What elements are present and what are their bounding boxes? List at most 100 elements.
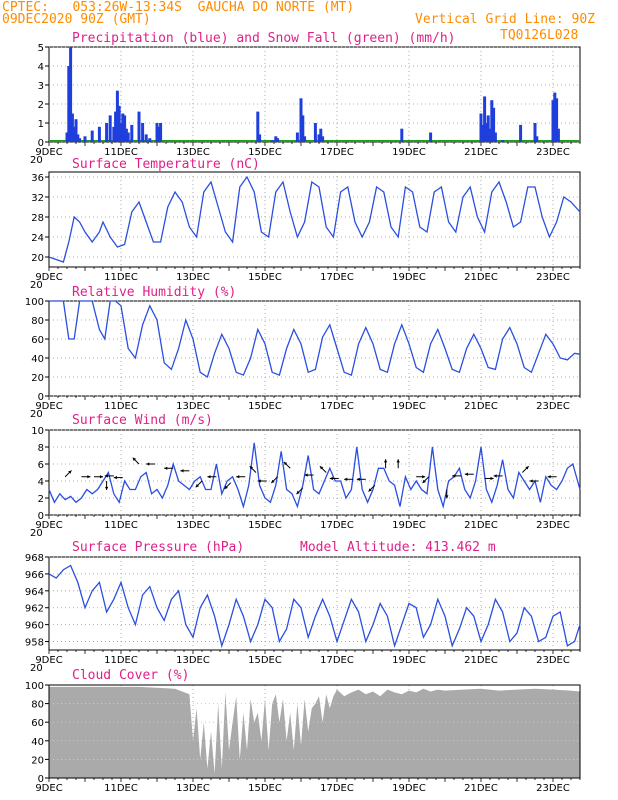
precipitation-xtick-label: 19DEC — [392, 147, 426, 158]
wind-title: Surface Wind (m/s) — [72, 413, 213, 428]
precip-bar — [141, 123, 145, 142]
humidity-ytick-label: 80 — [31, 316, 44, 327]
humidity-xtick-label: 15DEC — [248, 401, 282, 412]
temperature-xtick-label: 21DEC — [464, 272, 498, 283]
precip-bar — [114, 111, 118, 142]
humidity-xtick-label: 23DEC — [536, 401, 570, 412]
precip-bar — [90, 130, 94, 142]
humidity-series-line — [49, 300, 581, 379]
precip-bar — [123, 115, 127, 142]
cloud-cover-xtick-label: 23DEC — [536, 783, 570, 794]
precip-bar — [144, 134, 148, 142]
wind-arrow-head — [464, 472, 468, 476]
wind-ytick-label: 6 — [38, 460, 44, 471]
precip-bar — [148, 138, 152, 142]
precip-bar — [72, 126, 76, 142]
precip-bar — [117, 105, 121, 142]
cloud-cover-frame-overlay — [48, 684, 581, 779]
precip-bar — [490, 100, 494, 142]
precip-bar — [303, 136, 307, 142]
humidity-xtick-label: 19DEC — [392, 401, 426, 412]
wind-arrow-head — [104, 474, 108, 478]
precip-bar — [319, 128, 323, 142]
humidity-year-fragment: 20 — [30, 409, 43, 420]
wind-arrow-head — [422, 479, 426, 484]
wind-arrow-head — [146, 462, 150, 466]
pressure-year-fragment: 20 — [30, 663, 43, 674]
wind-arrow-head — [271, 479, 275, 484]
temperature-ytick-label: 28 — [31, 213, 44, 224]
header-date: 09DEC2020 90Z (GMT) — [2, 12, 151, 27]
wind-arrow-head — [525, 466, 529, 470]
precip-bar — [299, 98, 303, 142]
precipitation-xtick-label: 23DEC — [536, 147, 570, 158]
pressure-xtick-label: 19DEC — [392, 655, 426, 666]
humidity-ytick-label: 60 — [31, 335, 44, 346]
wind-xtick-label: 13DEC — [176, 520, 210, 531]
precipitation-xtick-label: 13DEC — [176, 147, 210, 158]
cloud-cover-xtick-label: 21DEC — [464, 783, 498, 794]
wind-arrow-head — [329, 476, 333, 481]
wind-arrow-head — [207, 475, 211, 479]
precip-bar — [519, 124, 523, 142]
wind-ytick-label: 4 — [38, 477, 44, 488]
precip-bar — [313, 123, 317, 142]
precip-bar — [119, 123, 123, 142]
precipitation-ytick-label: 0 — [38, 138, 44, 149]
precip-bar — [124, 128, 128, 142]
precipitation-year-fragment: 20 — [30, 155, 43, 166]
precip-bar — [137, 111, 141, 142]
precipitation-xtick-label: 21DEC — [464, 147, 498, 158]
wind-arrow-head — [383, 459, 388, 463]
wind-arrow-head — [319, 466, 324, 470]
wind-ytick-label: 2 — [38, 494, 44, 505]
precip-bar — [69, 47, 73, 142]
wind-xtick-label: 11DEC — [104, 520, 138, 531]
cloud-cover-xtick-label: 13DEC — [176, 783, 210, 794]
wind-arrow-head — [356, 477, 360, 481]
header-model-code: TQ0126L028 — [500, 28, 579, 43]
wind-ytick-label: 10 — [31, 426, 44, 437]
wind-arrow-head — [104, 486, 109, 490]
wind-arrow-head — [493, 474, 497, 478]
precip-bar — [486, 115, 490, 142]
precip-bar — [78, 138, 82, 142]
wind-arrow-head — [113, 475, 117, 480]
cloud-cover-xtick-label: 9DEC — [35, 783, 62, 794]
temperature-series-line — [48, 175, 581, 263]
temperature-ytick-label: 20 — [31, 253, 44, 264]
precip-bar — [429, 132, 433, 142]
precip-bar — [551, 100, 555, 142]
wind-arrow-head — [344, 477, 348, 481]
precip-bar — [553, 92, 557, 142]
precip-bar — [276, 138, 280, 142]
pressure-xtick-label: 17DEC — [320, 655, 354, 666]
wind-arrow-head — [249, 466, 254, 470]
header-grid-note: Vertical Grid Line: 90Z — [415, 12, 596, 27]
humidity-xtick-label: 17DEC — [320, 401, 354, 412]
pressure-xtick-label: 9DEC — [35, 655, 62, 666]
pressure-ytick-label: 962 — [25, 604, 44, 615]
humidity-xtick-label: 21DEC — [464, 401, 498, 412]
cloud-cover-xtick-label: 19DEC — [392, 783, 426, 794]
cloud-cover-xtick-label: 17DEC — [320, 783, 354, 794]
temperature-xtick-label: 9DEC — [35, 272, 62, 283]
temperature-xtick-label: 23DEC — [536, 272, 570, 283]
precip-bar — [321, 136, 325, 142]
precip-bar — [97, 126, 101, 142]
wind-arrow-head — [283, 461, 288, 466]
wind-series-line — [48, 442, 581, 510]
wind-xtick-label: 19DEC — [392, 520, 426, 531]
cloud-cover-ytick-label: 0 — [38, 774, 44, 785]
header-line1: CPTEC: 053:26W-13:34S GAUCHA DO NORTE (M… — [2, 0, 355, 15]
precip-bar — [484, 123, 488, 142]
wind-arrow-head — [304, 473, 308, 477]
wind-arrow-head — [224, 485, 228, 489]
humidity-ytick-label: 40 — [31, 354, 44, 365]
temperature-ytick-label: 24 — [31, 233, 44, 244]
wind-arrow-head — [87, 475, 91, 479]
precip-bar — [479, 113, 483, 142]
wind-xtick-label: 17DEC — [320, 520, 354, 531]
temperature-frame — [48, 171, 581, 268]
precip-bar — [76, 134, 80, 142]
